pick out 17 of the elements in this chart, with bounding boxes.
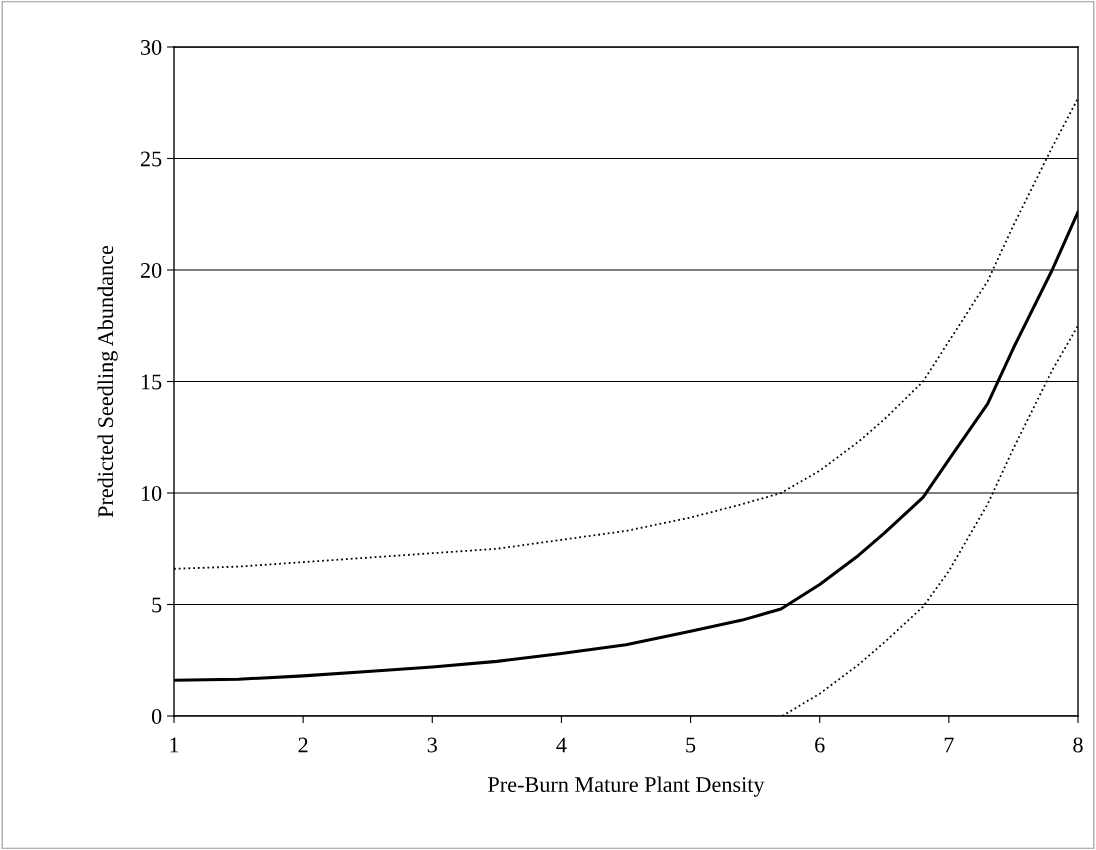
x-tick-label: 3	[427, 737, 437, 753]
x-tick-label: 5	[686, 737, 696, 753]
y-tick-label: 15	[141, 374, 162, 390]
x-tick-label: 2	[298, 737, 308, 753]
x-tick-label: 4	[556, 737, 567, 753]
x-tick-label: 6	[815, 737, 825, 753]
x-axis-title: Pre-Burn Mature Plant Density	[488, 776, 765, 797]
x-tick-label: 1	[170, 737, 179, 753]
y-axis-title: Predicted Seedling Abundance	[97, 245, 118, 518]
y-tick-label: 20	[140, 262, 162, 278]
y-tick-label: 0	[151, 708, 162, 724]
x-tick-label: 8	[1073, 737, 1083, 753]
y-tick-label: 10	[141, 485, 162, 501]
x-tick-label: 7	[944, 737, 954, 753]
y-tick-label: 30	[141, 39, 162, 55]
y-tick-label: 25	[140, 151, 162, 167]
y-tick-label: 5	[152, 597, 162, 613]
